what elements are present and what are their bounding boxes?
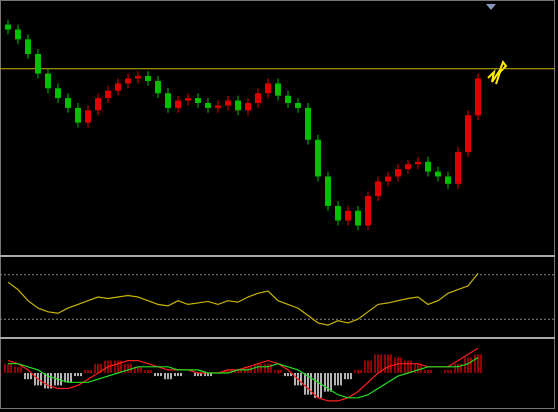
candle-body [325,176,331,206]
candle-body [365,196,371,226]
candle-body [135,76,141,79]
candle-body [45,73,51,89]
candle-body [25,39,31,54]
candle-body [75,107,81,123]
candle-body [205,103,211,108]
candle-body [475,78,481,116]
candle-body [435,171,441,177]
candle-body [385,176,391,182]
candle-body [415,161,421,165]
candle-body [235,100,241,111]
candle-body [465,115,471,152]
candle-body [185,98,191,101]
candle-body [115,83,121,91]
candle-body [125,78,131,84]
candle-body [335,205,341,221]
candle-body [155,80,161,94]
candle-body [285,95,291,103]
candle-body [305,107,311,140]
candle-body [95,98,101,111]
candle-body [375,181,381,197]
candle-body [395,169,401,177]
candle-body [215,105,221,108]
candle-body [105,90,111,99]
indicator-line [8,356,479,399]
candle-body [55,88,61,99]
candle-body [245,103,251,111]
candle-body [425,161,431,172]
candle-body [315,139,321,177]
candle-body [175,100,181,108]
candle-body [455,152,461,184]
candle-body [405,164,411,170]
candle-body [5,24,11,30]
candle-body [195,98,201,103]
candle-body [35,54,41,74]
candle-body [345,210,351,221]
candle-body [275,83,281,96]
candle-body [85,110,91,123]
candle-body [255,93,261,103]
candle-body [355,210,361,226]
candle-body [225,100,231,106]
indicator-line [7,272,479,326]
cursor-arrow [487,59,508,85]
candle-body [65,98,71,108]
candle-body [445,176,451,184]
candle-body [15,29,21,40]
candle-body [165,93,171,108]
candle-body [295,103,301,108]
candle-body [145,76,151,81]
scroll-marker [486,4,496,10]
candle-body [265,83,271,94]
indicator-line [7,347,479,402]
